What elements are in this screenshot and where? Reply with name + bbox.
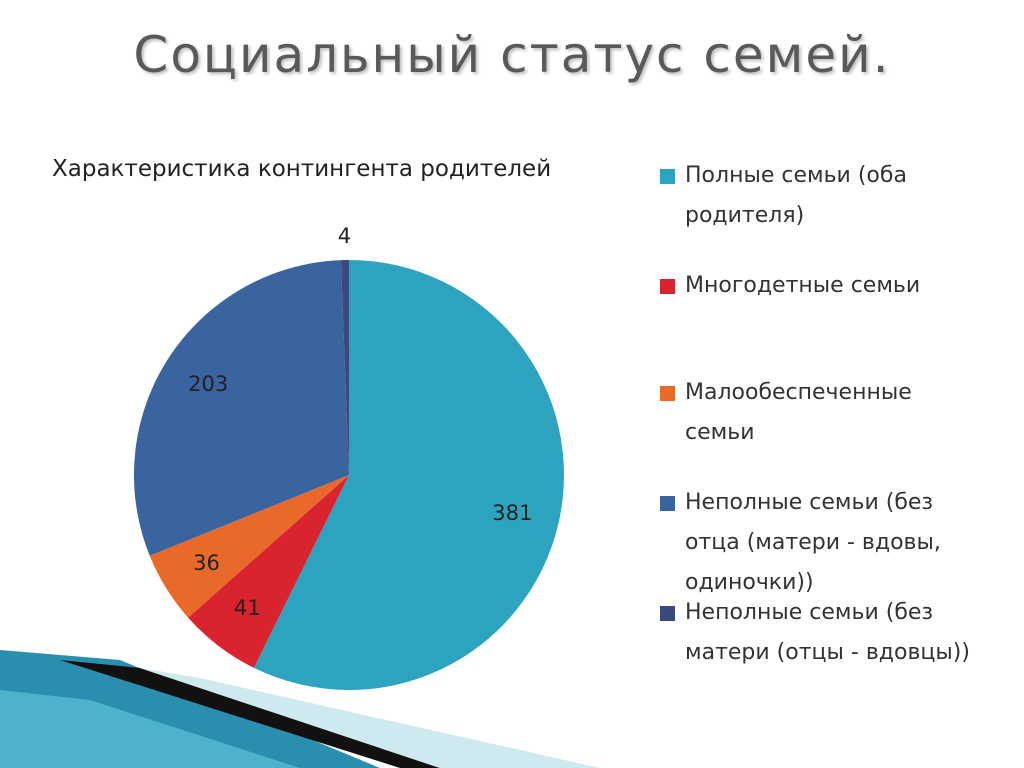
legend-label: Неполные семьи (без отца (матери - вдовы…	[685, 490, 941, 595]
chart-title: Характеристика контингента родителей	[52, 156, 552, 182]
legend-swatch	[660, 606, 675, 621]
pie-slice	[253, 260, 564, 690]
data-label: 4	[337, 224, 352, 249]
pie	[134, 260, 564, 690]
data-label: 203	[188, 371, 229, 396]
swoosh	[0, 690, 300, 768]
pie-slice	[188, 475, 349, 668]
data-label: 36	[193, 551, 220, 576]
legend-label: Многодетные семьи	[685, 273, 921, 298]
legend-label: Неполные семьи (без матери (отцы - вдовц…	[685, 600, 970, 665]
heading: Социальный статус семей.	[133, 26, 891, 84]
legend-label: Малообеспеченные семьи	[685, 380, 912, 445]
legend-swatch	[660, 169, 675, 184]
data-label: 41	[233, 596, 261, 621]
pie-slice	[134, 260, 349, 556]
swoosh	[60, 660, 440, 768]
pie-slice	[340, 260, 349, 475]
data-label: 381	[492, 501, 533, 526]
legend-label: Полные семьи (оба родителя)	[685, 163, 907, 228]
swoosh	[140, 668, 600, 768]
legend-swatch	[660, 496, 675, 511]
pie-slice	[149, 475, 349, 618]
legend-swatch	[660, 386, 675, 401]
legend-swatch	[660, 279, 675, 294]
